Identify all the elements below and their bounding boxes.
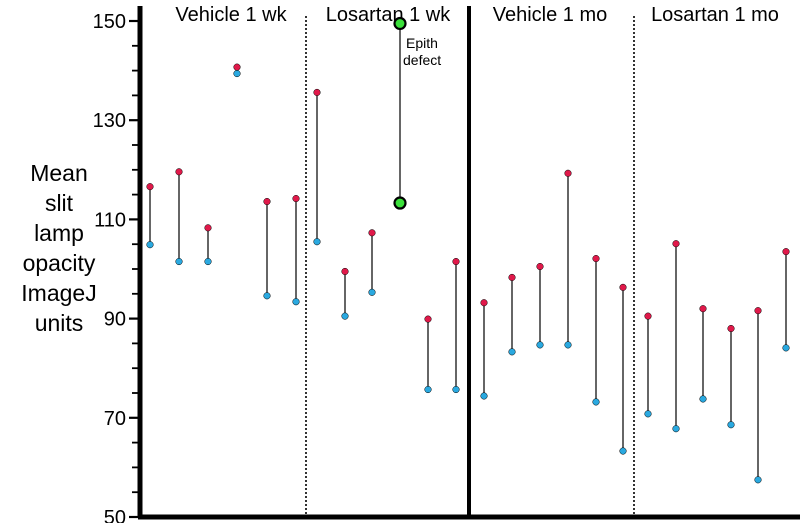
group-label: Vehicle 1 wk bbox=[175, 4, 287, 26]
blue-point bbox=[782, 344, 790, 352]
y-axis-label-line: ImageJ bbox=[21, 280, 97, 306]
red-point bbox=[782, 248, 790, 256]
y-tick-label: 110 bbox=[94, 209, 126, 231]
annotation-text: defect bbox=[403, 52, 441, 68]
red-point bbox=[313, 88, 321, 96]
red-point bbox=[341, 267, 349, 276]
blue-point bbox=[727, 421, 735, 429]
highlight-point bbox=[393, 196, 407, 210]
group-label: Losartan 1 wk bbox=[326, 4, 452, 26]
blue-point bbox=[536, 341, 544, 349]
red-point bbox=[175, 168, 183, 176]
red-point bbox=[644, 312, 652, 320]
blue-point bbox=[619, 447, 627, 455]
group-label: Losartan 1 mo bbox=[651, 4, 779, 26]
red-point bbox=[699, 305, 707, 313]
blue-point bbox=[480, 392, 488, 400]
red-point bbox=[204, 224, 212, 232]
y-axis-label-line: lamp bbox=[34, 220, 84, 246]
y-axis-label-line: slit bbox=[44, 190, 74, 216]
blue-point bbox=[175, 258, 183, 266]
blue-point bbox=[699, 395, 707, 403]
red-point bbox=[536, 262, 544, 271]
blue-point bbox=[672, 425, 680, 433]
blue-point bbox=[754, 476, 762, 484]
y-tick-label: 90 bbox=[104, 309, 126, 331]
blue-point bbox=[508, 348, 516, 356]
red-point bbox=[672, 240, 680, 248]
blue-point bbox=[313, 238, 321, 246]
y-axis-label-line: Mean bbox=[30, 160, 88, 186]
group-label: Vehicle 1 mo bbox=[493, 4, 608, 26]
blue-point bbox=[292, 298, 300, 306]
y-tick-label: 50 bbox=[104, 507, 126, 523]
red-point bbox=[233, 63, 241, 71]
red-point bbox=[480, 299, 488, 307]
red-point bbox=[146, 183, 154, 191]
y-tick-label: 130 bbox=[93, 110, 126, 132]
blue-point bbox=[204, 258, 212, 266]
blue-point bbox=[592, 398, 600, 406]
red-point bbox=[592, 255, 600, 263]
blue-point bbox=[564, 341, 572, 349]
y-tick-label: 70 bbox=[104, 408, 126, 430]
blue-point bbox=[424, 385, 432, 394]
red-point bbox=[508, 273, 516, 281]
y-axis-label-line: opacity bbox=[22, 250, 96, 276]
blue-point bbox=[368, 288, 376, 296]
blue-point bbox=[146, 241, 154, 249]
red-point bbox=[452, 258, 460, 266]
y-axis-label: Mean slit lamp opacity ImageJ units bbox=[0, 158, 118, 338]
y-axis-label-line: units bbox=[34, 310, 84, 336]
blue-point bbox=[233, 70, 241, 78]
red-point bbox=[619, 283, 627, 291]
red-point bbox=[754, 307, 762, 315]
red-point bbox=[263, 197, 271, 206]
red-point bbox=[292, 195, 300, 203]
red-point bbox=[368, 229, 376, 237]
red-point bbox=[424, 315, 432, 323]
blue-point bbox=[644, 410, 652, 418]
red-point bbox=[727, 324, 735, 333]
highlight-point bbox=[393, 16, 407, 31]
annotation-text: Epith bbox=[406, 35, 438, 51]
y-tick-label: 150 bbox=[93, 11, 126, 33]
blue-point bbox=[263, 292, 271, 300]
blue-point bbox=[341, 312, 349, 320]
blue-point bbox=[452, 385, 460, 394]
red-point bbox=[564, 169, 572, 177]
